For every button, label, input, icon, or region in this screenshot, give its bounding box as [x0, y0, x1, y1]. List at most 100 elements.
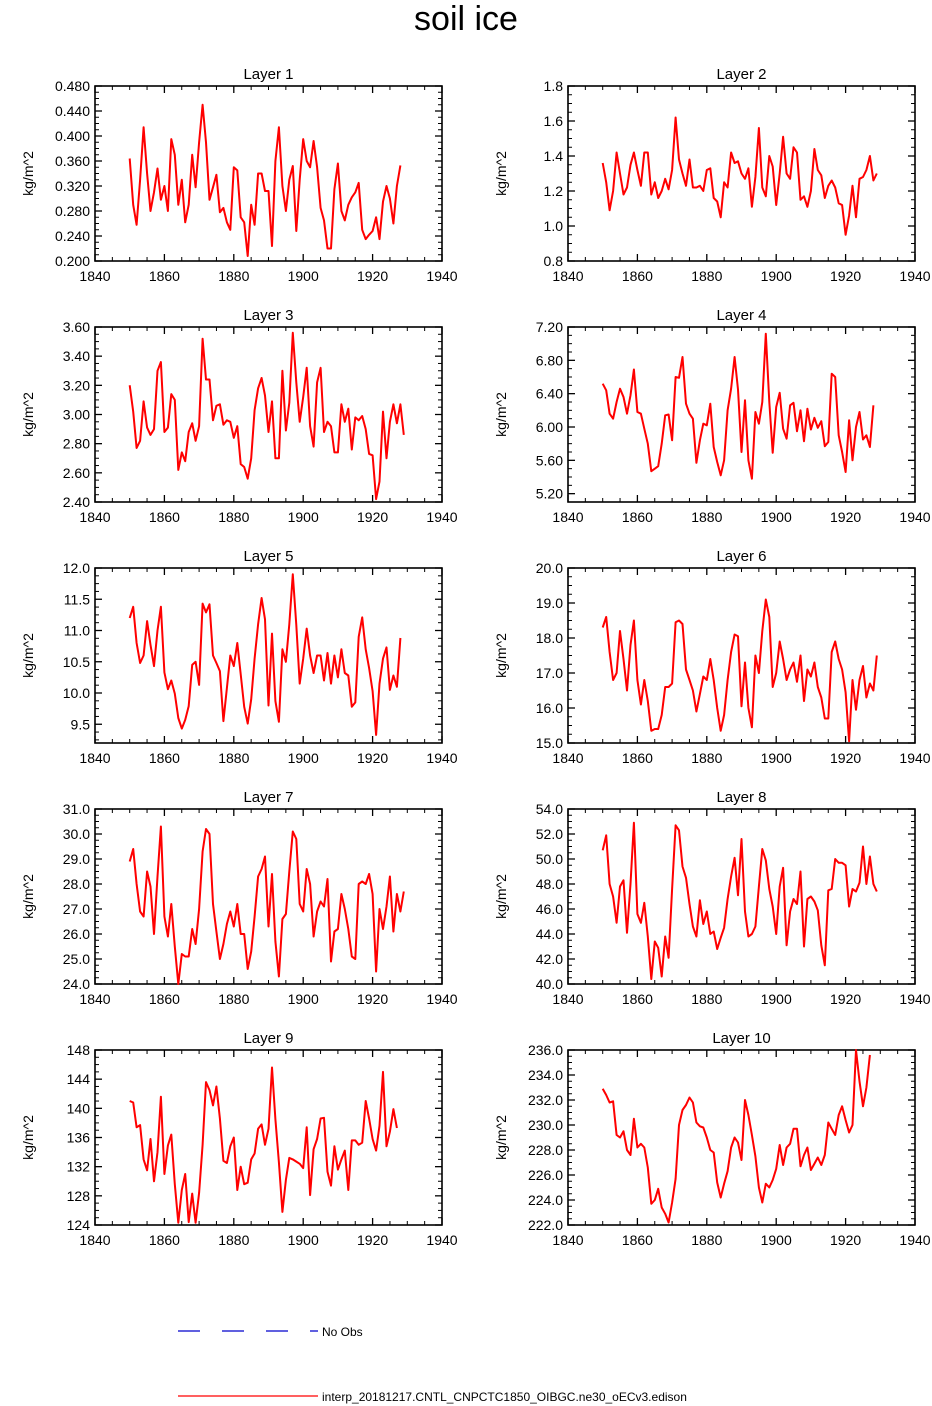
y-tick-label: 3.40 [63, 348, 90, 364]
x-tick-label: 1940 [426, 1232, 457, 1248]
x-tick-label: 1880 [691, 1232, 722, 1248]
plot-frame [94, 326, 443, 503]
x-tick-label: 1840 [79, 1232, 110, 1248]
y-tick-label: 3.20 [63, 377, 90, 393]
figure-title: soil ice [414, 0, 518, 38]
x-tick-label: 1880 [691, 991, 722, 1007]
y-tick-label: 31.0 [63, 801, 90, 817]
y-tick-label: 132 [67, 1159, 91, 1175]
x-tick-label: 1880 [218, 509, 249, 525]
x-tick-label: 1920 [830, 1232, 861, 1248]
x-tick-label: 1920 [357, 268, 388, 284]
x-tick-label: 1900 [761, 268, 792, 284]
y-tick-label: 52.0 [536, 826, 563, 842]
y-tick-label: 29.0 [63, 851, 90, 867]
y-tick-label: 0.480 [55, 78, 90, 94]
y-tick-label: 6.40 [536, 386, 563, 402]
y-axis-label: kg/m^2 [493, 633, 509, 678]
x-tick-label: 1900 [288, 750, 319, 766]
y-axis-label: kg/m^2 [493, 1115, 509, 1160]
y-tick-label: 1.2 [544, 183, 564, 199]
legend-obs-label: No Obs [322, 1325, 363, 1339]
y-tick-label: 0.320 [55, 178, 90, 194]
panel-layer-10: Layer 10 1840 1860 1880 1900 1920 1940 222.0 224… [493, 1030, 931, 1248]
x-tick-label: 1840 [552, 509, 583, 525]
y-tick-label: 228.0 [528, 1142, 563, 1158]
panel-layer-4: Layer 4 1840 1860 1880 1900 1920 1940 5.20 5.60 6… [493, 307, 931, 525]
panel-title: Layer 1 [243, 66, 293, 83]
y-tick-label: 0.360 [55, 153, 90, 169]
series-line-layer-5 [128, 573, 402, 736]
y-tick-label: 1.0 [544, 218, 564, 234]
x-tick-label: 1860 [622, 750, 653, 766]
y-tick-label: 0.280 [55, 203, 90, 219]
y-tick-label: 2.80 [63, 436, 90, 452]
x-tick-label: 1860 [149, 1232, 180, 1248]
plot-frame [94, 1049, 443, 1226]
y-tick-label: 5.60 [536, 452, 563, 468]
y-tick-label: 26.0 [63, 926, 90, 942]
y-axis-label: kg/m^2 [20, 1115, 36, 1160]
plot-frame [567, 567, 916, 744]
y-tick-label: 222.0 [528, 1217, 563, 1233]
panels-group: Layer 1 1840 1860 1880 1900 1920 1940 0.200 0.24… [20, 66, 931, 1248]
x-tick-label: 1920 [357, 1232, 388, 1248]
y-axis-label: kg/m^2 [20, 392, 36, 437]
y-tick-label: 48.0 [536, 876, 563, 892]
x-tick-label: 1880 [691, 750, 722, 766]
x-tick-label: 1860 [622, 991, 653, 1007]
y-tick-label: 224.0 [528, 1192, 563, 1208]
y-tick-label: 54.0 [536, 801, 563, 817]
y-tick-label: 30.0 [63, 826, 90, 842]
panel-title: Layer 6 [716, 548, 766, 565]
y-tick-label: 10.0 [63, 685, 90, 701]
series-line-layer-2 [601, 116, 878, 236]
x-tick-label: 1880 [218, 1232, 249, 1248]
y-tick-label: 18.0 [536, 630, 563, 646]
y-tick-label: 10.5 [63, 654, 90, 670]
y-tick-label: 0.200 [55, 253, 90, 269]
x-tick-label: 1860 [149, 750, 180, 766]
y-tick-label: 17.0 [536, 665, 563, 681]
y-axis-label: kg/m^2 [493, 392, 509, 437]
y-tick-label: 0.400 [55, 128, 90, 144]
y-tick-label: 20.0 [536, 560, 563, 576]
y-tick-label: 11.0 [64, 623, 90, 639]
panel-layer-7: Layer 7 1840 1860 1880 1900 1920 1940 24.0 25.0 2… [20, 789, 458, 1007]
y-tick-label: 128 [67, 1188, 91, 1204]
x-tick-label: 1880 [691, 268, 722, 284]
y-tick-label: 2.60 [63, 465, 90, 481]
series-line-layer-10 [601, 1049, 871, 1224]
y-tick-label: 226.0 [528, 1167, 563, 1183]
x-tick-label: 1900 [288, 268, 319, 284]
series-line-layer-6 [601, 598, 878, 743]
x-tick-label: 1840 [552, 268, 583, 284]
x-tick-label: 1840 [79, 991, 110, 1007]
y-tick-label: 6.80 [536, 352, 563, 368]
y-tick-label: 0.8 [544, 253, 564, 269]
plot-frame [94, 808, 443, 985]
x-tick-label: 1940 [426, 991, 457, 1007]
y-tick-label: 16.0 [536, 700, 563, 716]
y-tick-label: 46.0 [536, 901, 563, 917]
x-tick-label: 1920 [357, 509, 388, 525]
x-tick-label: 1900 [761, 509, 792, 525]
y-tick-label: 12.0 [63, 560, 90, 576]
y-axis-label: kg/m^2 [493, 151, 509, 196]
x-tick-label: 1940 [899, 509, 930, 525]
x-tick-label: 1900 [288, 509, 319, 525]
panel-layer-8: Layer 8 1840 1860 1880 1900 1920 1940 40.0 42.0 4… [493, 789, 931, 1007]
x-tick-label: 1860 [622, 1232, 653, 1248]
panel-title: Layer 7 [243, 789, 293, 806]
x-tick-label: 1900 [288, 991, 319, 1007]
y-tick-label: 15.0 [536, 735, 563, 751]
y-tick-label: 0.440 [55, 103, 90, 119]
y-tick-label: 27.0 [63, 901, 90, 917]
x-tick-label: 1860 [149, 268, 180, 284]
x-tick-label: 1880 [218, 991, 249, 1007]
panel-layer-9: Layer 9 1840 1860 1880 1900 1920 1940 124 128 132… [20, 1030, 458, 1248]
y-axis-label: kg/m^2 [20, 633, 36, 678]
panel-title: Layer 4 [716, 307, 766, 324]
y-tick-label: 236.0 [528, 1042, 563, 1058]
